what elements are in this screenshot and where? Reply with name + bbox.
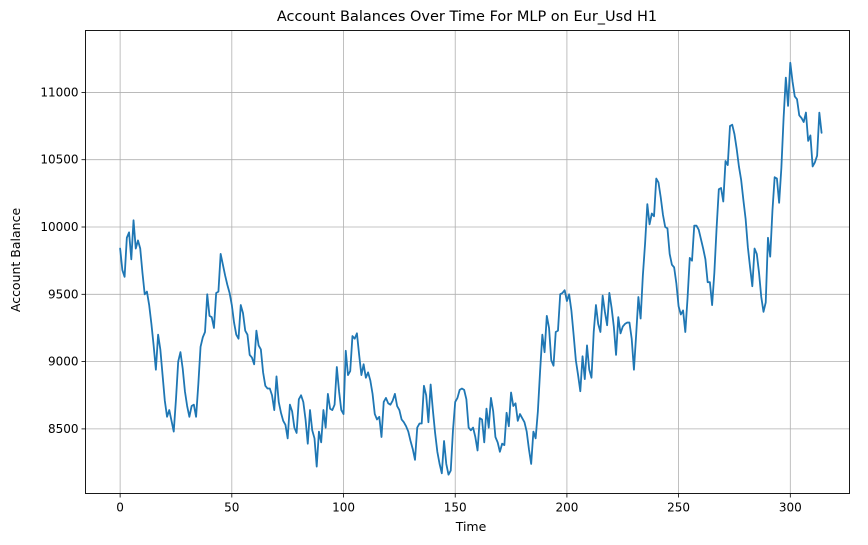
x-tick-label: 250	[667, 501, 690, 515]
x-tick-label: 150	[444, 501, 467, 515]
chart-title: Account Balances Over Time For MLP on Eu…	[277, 9, 657, 25]
x-tick-label: 200	[555, 501, 578, 515]
x-tick-label: 50	[224, 501, 239, 515]
y-tick-label: 9500	[48, 287, 79, 301]
x-tick-label: 100	[332, 501, 355, 515]
x-tick-label: 300	[779, 501, 802, 515]
ticks: 0 50 100 150 200 250 300 8500 9000 9500 10000 10500…	[40, 85, 801, 514]
plot-frame	[85, 30, 850, 494]
y-tick-label: 10500	[40, 153, 78, 167]
y-tick-label: 11000	[40, 85, 78, 99]
y-axis-label: Account Balance	[8, 208, 23, 313]
grid	[85, 30, 850, 494]
y-tick-label: 9000	[48, 355, 79, 369]
x-tick-label: 0	[116, 501, 124, 515]
x-axis-label: Time	[455, 519, 487, 534]
y-tick-label: 10000	[40, 220, 78, 234]
series-line	[119, 61, 823, 476]
y-tick-label: 8500	[48, 422, 79, 436]
